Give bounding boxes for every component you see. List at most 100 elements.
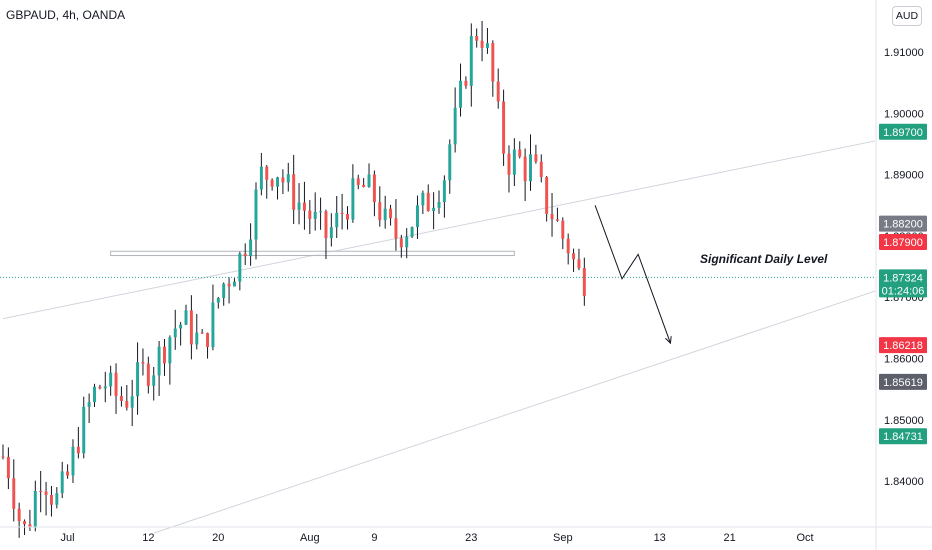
- candle-body: [410, 227, 414, 237]
- candle-body: [555, 219, 559, 221]
- candle: [173, 309, 177, 350]
- x-tick-label: 12: [142, 532, 154, 544]
- candle-body: [491, 43, 495, 82]
- candle: [405, 228, 409, 259]
- x-tick-label: 20: [212, 532, 224, 544]
- candle-body: [335, 212, 339, 228]
- candle-body: [389, 208, 393, 219]
- candle-body: [103, 386, 107, 389]
- candle-body: [66, 471, 70, 476]
- price-tag-box: [879, 428, 927, 445]
- candle: [582, 257, 586, 306]
- candle: [281, 169, 285, 195]
- candle-body: [432, 207, 436, 212]
- candle-body: [49, 494, 53, 505]
- candle: [313, 192, 317, 231]
- candle: [232, 278, 236, 287]
- candle-body: [394, 218, 398, 239]
- candle: [76, 426, 80, 459]
- candle-body: [119, 395, 123, 401]
- candle-body: [286, 174, 290, 183]
- candle-body: [529, 154, 532, 182]
- candle: [1, 444, 5, 460]
- candle-body: [367, 174, 371, 187]
- candle: [141, 348, 145, 376]
- candle-body: [512, 149, 516, 175]
- candle: [98, 384, 102, 390]
- candle: [566, 233, 570, 265]
- candle: [453, 87, 457, 153]
- projection-arrow-head: [665, 336, 672, 345]
- price-tag: 1.84731: [879, 428, 927, 445]
- candle: [49, 485, 53, 517]
- candle: [125, 384, 129, 411]
- candle: [276, 176, 279, 200]
- candle: [410, 226, 414, 239]
- candle-body: [206, 333, 210, 348]
- candle: [216, 296, 220, 309]
- candle: [459, 63, 463, 117]
- candle-body: [195, 332, 199, 345]
- candle-body: [71, 446, 75, 476]
- candle-body: [98, 386, 102, 389]
- candle-body: [82, 406, 86, 454]
- x-tick-label: Sep: [553, 532, 573, 544]
- candle: [319, 197, 323, 230]
- candle: [200, 328, 204, 334]
- trendlines: [2, 140, 876, 534]
- candle: [518, 141, 522, 159]
- candle: [308, 200, 312, 235]
- candle-body: [324, 211, 328, 239]
- candle-body: [566, 238, 570, 254]
- currency-button[interactable]: AUD: [892, 6, 922, 26]
- candle: [346, 206, 349, 230]
- x-tick-label: Aug: [300, 532, 320, 544]
- y-tick-label: 1.89000: [884, 170, 924, 182]
- candle: [179, 321, 183, 346]
- x-tick-label: Jul: [61, 532, 75, 544]
- candle-body: [442, 180, 446, 202]
- candle-body: [211, 302, 215, 348]
- candle: [534, 144, 538, 164]
- candle: [227, 277, 231, 304]
- candle-body: [184, 310, 188, 325]
- candle-body: [55, 493, 59, 505]
- candle-body: [249, 239, 253, 257]
- candle-body: [539, 161, 543, 178]
- price-tag: 1.87900: [879, 234, 927, 251]
- candle-body: [1, 456, 5, 458]
- candle: [399, 234, 403, 258]
- candle: [367, 163, 371, 188]
- candle: [184, 304, 188, 326]
- candle-body: [453, 107, 457, 145]
- candle: [109, 365, 113, 396]
- candle-body: [582, 268, 586, 296]
- chart-title: GBPAUD, 4h, OANDA: [6, 8, 126, 22]
- candle-body: [259, 166, 263, 190]
- candle-body: [346, 214, 349, 220]
- candle: [87, 393, 91, 424]
- candle: [555, 207, 559, 222]
- candle: [389, 204, 393, 226]
- candle-body: [93, 386, 96, 403]
- candle-body: [378, 202, 382, 221]
- candle-body: [39, 491, 43, 493]
- candle-body: [216, 298, 220, 303]
- candle: [302, 181, 306, 230]
- candle: [437, 190, 441, 214]
- x-tick-label: Oct: [796, 532, 813, 544]
- candle-body: [448, 144, 452, 181]
- candle: [136, 342, 140, 415]
- candle-body: [189, 310, 193, 345]
- candle: [243, 243, 247, 265]
- candle: [238, 251, 242, 291]
- candle-body: [163, 346, 166, 364]
- candle: [222, 282, 226, 306]
- candle-body: [109, 372, 113, 387]
- x-tick-label: 9: [371, 532, 377, 544]
- candle: [442, 175, 446, 218]
- candle: [292, 154, 296, 224]
- price-tag: 1.85619: [879, 373, 927, 390]
- candle-body: [276, 177, 279, 187]
